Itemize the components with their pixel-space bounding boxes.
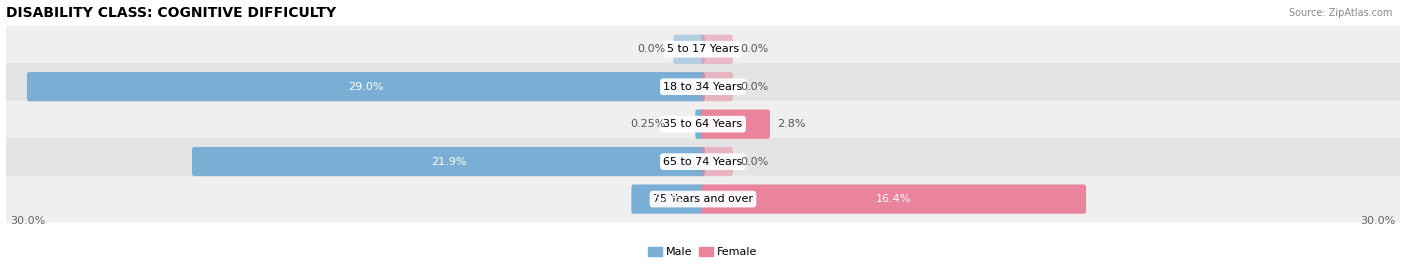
- FancyBboxPatch shape: [631, 185, 704, 214]
- Text: 3.0%: 3.0%: [654, 194, 682, 204]
- Text: 35 to 64 Years: 35 to 64 Years: [664, 119, 742, 129]
- Text: 0.0%: 0.0%: [637, 44, 666, 54]
- FancyBboxPatch shape: [702, 109, 770, 139]
- FancyBboxPatch shape: [193, 147, 704, 176]
- FancyBboxPatch shape: [702, 72, 733, 101]
- FancyBboxPatch shape: [702, 185, 1085, 214]
- Text: 30.0%: 30.0%: [10, 216, 45, 226]
- Text: 29.0%: 29.0%: [349, 82, 384, 92]
- FancyBboxPatch shape: [696, 109, 704, 139]
- Text: 75 Years and over: 75 Years and over: [652, 194, 754, 204]
- Text: Source: ZipAtlas.com: Source: ZipAtlas.com: [1288, 8, 1392, 18]
- FancyBboxPatch shape: [1, 175, 1405, 223]
- Text: 0.0%: 0.0%: [740, 157, 769, 167]
- Text: 18 to 34 Years: 18 to 34 Years: [664, 82, 742, 92]
- Text: 0.0%: 0.0%: [740, 44, 769, 54]
- Text: 0.0%: 0.0%: [740, 82, 769, 92]
- Text: 21.9%: 21.9%: [430, 157, 467, 167]
- FancyBboxPatch shape: [702, 147, 733, 176]
- Text: 2.8%: 2.8%: [778, 119, 806, 129]
- FancyBboxPatch shape: [673, 35, 704, 64]
- Legend: Male, Female: Male, Female: [644, 242, 762, 261]
- FancyBboxPatch shape: [1, 138, 1405, 185]
- Text: 16.4%: 16.4%: [876, 194, 911, 204]
- FancyBboxPatch shape: [1, 26, 1405, 73]
- FancyBboxPatch shape: [1, 63, 1405, 110]
- Text: 0.25%: 0.25%: [630, 119, 666, 129]
- FancyBboxPatch shape: [27, 72, 704, 101]
- Text: 65 to 74 Years: 65 to 74 Years: [664, 157, 742, 167]
- Text: DISABILITY CLASS: COGNITIVE DIFFICULTY: DISABILITY CLASS: COGNITIVE DIFFICULTY: [6, 6, 336, 20]
- Text: 5 to 17 Years: 5 to 17 Years: [666, 44, 740, 54]
- Text: 30.0%: 30.0%: [1361, 216, 1396, 226]
- FancyBboxPatch shape: [702, 35, 733, 64]
- FancyBboxPatch shape: [1, 101, 1405, 148]
